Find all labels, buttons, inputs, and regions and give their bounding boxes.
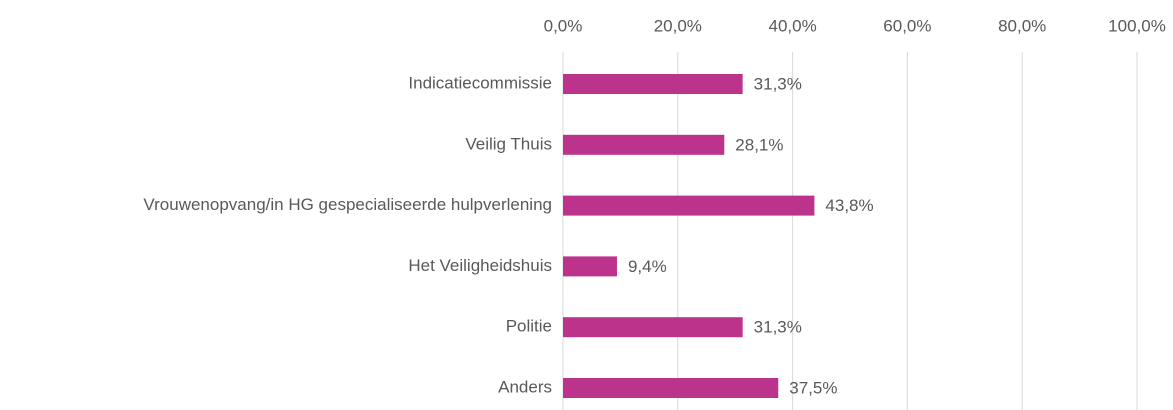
x-tick-label: 0,0% xyxy=(544,16,583,35)
bar xyxy=(563,378,779,398)
value-label: 31,3% xyxy=(754,74,802,93)
x-tick-label: 20,0% xyxy=(654,16,702,35)
y-tick-label: Het Veiligheidshuis xyxy=(408,256,552,275)
y-tick-label: Vrouwenopvang/in HG gespecialiseerde hul… xyxy=(143,195,552,214)
bar xyxy=(563,256,617,277)
y-tick-label: Politie xyxy=(506,317,552,336)
value-label: 28,1% xyxy=(735,135,783,154)
value-label: 43,8% xyxy=(825,196,873,215)
bar xyxy=(563,134,725,155)
bar xyxy=(563,317,743,338)
x-tick-label: 60,0% xyxy=(883,16,931,35)
x-tick-label: 100,0% xyxy=(1108,16,1166,35)
y-tick-label: Veilig Thuis xyxy=(465,134,552,153)
bar xyxy=(563,195,815,216)
bar xyxy=(563,74,743,94)
x-tick-label: 80,0% xyxy=(998,16,1046,35)
value-label: 31,3% xyxy=(754,318,802,337)
x-tick-label: 40,0% xyxy=(768,16,816,35)
y-tick-label: Anders xyxy=(498,377,552,396)
y-tick-label: Indicatiecommissie xyxy=(408,73,552,92)
value-label: 9,4% xyxy=(628,257,667,276)
value-label: 37,5% xyxy=(789,378,837,397)
